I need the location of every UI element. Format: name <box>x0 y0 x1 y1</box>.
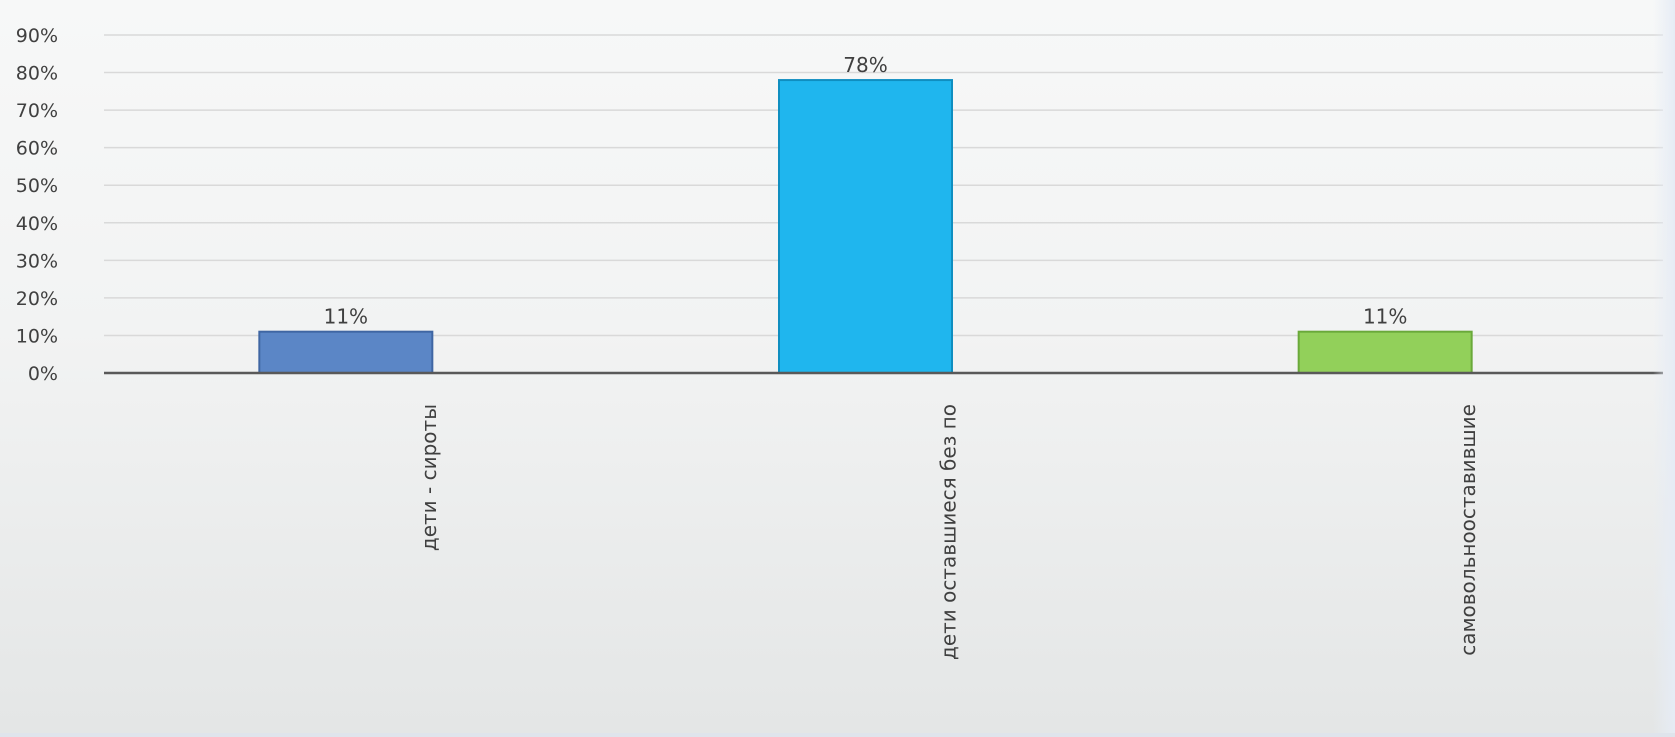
data-label: 11% <box>324 305 368 329</box>
y-tick-label: 10% <box>16 325 58 347</box>
x-tick-label: самовольнооставившие <box>1456 404 1480 656</box>
y-tick-label: 90% <box>16 25 58 47</box>
x-tick-label: дети оставшиеся без по <box>937 404 961 660</box>
bar <box>258 330 434 375</box>
y-tick-label: 60% <box>16 138 58 160</box>
bar <box>1297 330 1473 375</box>
y-tick-label: 70% <box>16 100 58 122</box>
y-tick-label: 20% <box>16 288 58 310</box>
y-tick-label: 50% <box>16 175 58 197</box>
data-label: 11% <box>1363 305 1407 329</box>
x-tick-label: дети - сироты <box>417 404 441 551</box>
y-tick-label: 30% <box>16 250 58 272</box>
bar <box>778 79 953 374</box>
frame-edge <box>1653 0 1675 733</box>
data-label: 78% <box>843 53 887 77</box>
y-tick-label: 80% <box>16 63 58 85</box>
y-tick-label: 0% <box>28 363 58 385</box>
y-tick-label: 40% <box>16 213 58 235</box>
